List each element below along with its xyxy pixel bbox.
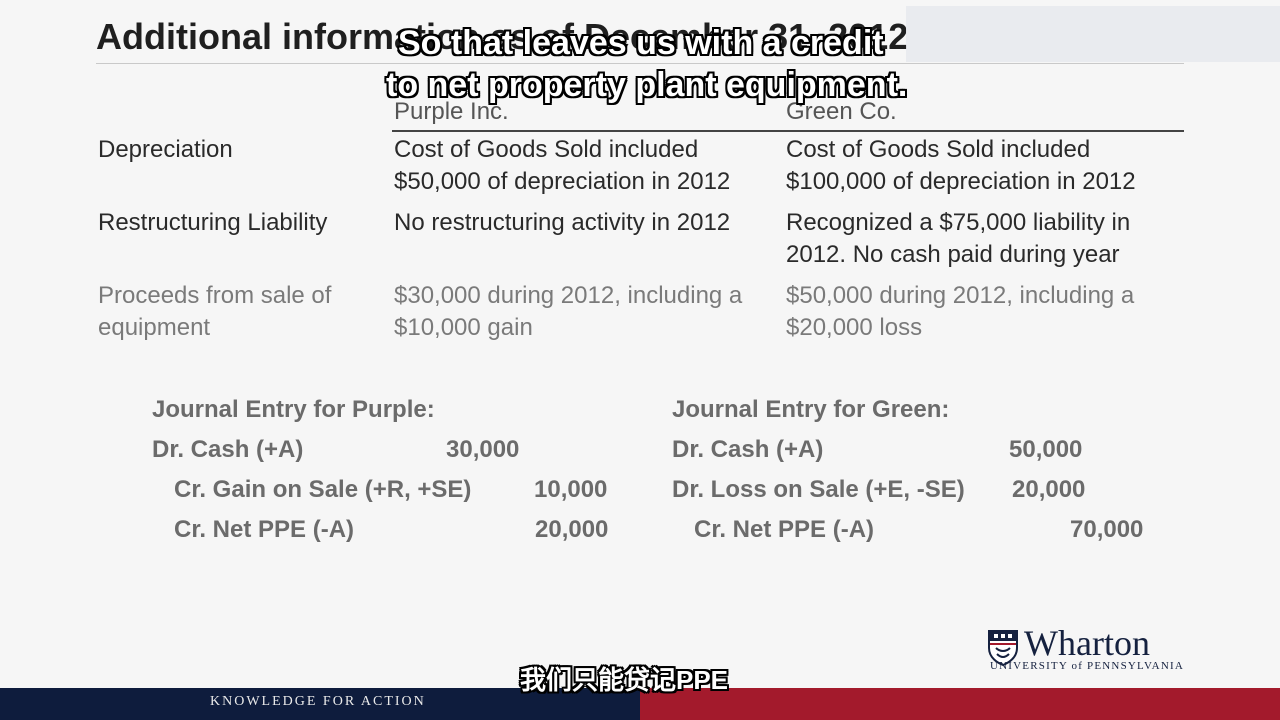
purple-journal-amount: 30,000	[446, 436, 520, 463]
penn-shield-icon	[988, 630, 1018, 666]
purple-proceeds-cell: $30,000 during 2012, including a $10,000…	[394, 282, 743, 341]
purple-journal-amount: 10,000	[534, 476, 608, 503]
row-label-proceeds: Proceeds from sale of equipment	[98, 282, 332, 341]
green-journal-account: Dr. Loss on Sale (+E, -SE)	[672, 476, 965, 503]
slide-title: Additional information as of December 31…	[96, 16, 909, 57]
purple-journal-account: Dr. Cash (+A)	[152, 436, 304, 463]
green-journal-amount: 70,000	[1070, 516, 1144, 543]
purple-journal-amount: 20,000	[535, 516, 609, 543]
header-divider	[392, 130, 1184, 132]
logo-subtitle: UNIVERSITY of PENNSYLVANIA	[990, 660, 1184, 672]
purple-journal-account: Cr. Net PPE (-A)	[174, 516, 355, 543]
green-restructuring-cell: Recognized a $75,000 liability in 2012. …	[786, 209, 1131, 268]
footer-bar-navy	[0, 688, 640, 720]
green-journal-amount: 50,000	[1009, 436, 1083, 463]
green-journal-account: Cr. Net PPE (-A)	[694, 516, 875, 543]
green-journal-heading: Journal Entry for Green:	[672, 396, 950, 423]
green-journal-amount: 20,000	[1012, 476, 1086, 503]
subtitle-line-2: to net property plant equipment.	[386, 66, 908, 104]
title-divider	[96, 63, 1184, 64]
row-label-depreciation: Depreciation	[98, 136, 233, 163]
subtitle-line-1: So that leaves us with a credit	[398, 24, 884, 62]
purple-journal-heading: Journal Entry for Purple:	[152, 396, 435, 423]
purple-journal-account: Cr. Gain on Sale (+R, +SE)	[174, 476, 472, 503]
row-label-restructuring: Restructuring Liability	[98, 209, 328, 236]
corner-overlay	[906, 6, 1280, 62]
wharton-logo: Wharton UNIVERSITY of PENNSYLVANIA	[988, 623, 1193, 674]
logo-wordmark: Wharton	[1024, 623, 1150, 663]
purple-restructuring-cell: No restructuring activity in 2012	[394, 209, 731, 236]
green-journal-account: Dr. Cash (+A)	[672, 436, 824, 463]
footer-tagline: KNOWLEDGE FOR ACTION	[210, 694, 426, 709]
column-header-green: Green Co.	[786, 98, 897, 125]
footer-bar-red	[640, 688, 1280, 720]
green-depreciation-cell: Cost of Goods Sold included $100,000 of …	[786, 136, 1136, 195]
purple-depreciation-cell: Cost of Goods Sold included $50,000 of d…	[394, 136, 731, 195]
column-header-purple: Purple Inc.	[394, 98, 509, 125]
subtitle-chinese: 我们只能贷记PPE	[520, 665, 729, 695]
green-proceeds-cell: $50,000 during 2012, including a $20,000…	[786, 282, 1135, 341]
